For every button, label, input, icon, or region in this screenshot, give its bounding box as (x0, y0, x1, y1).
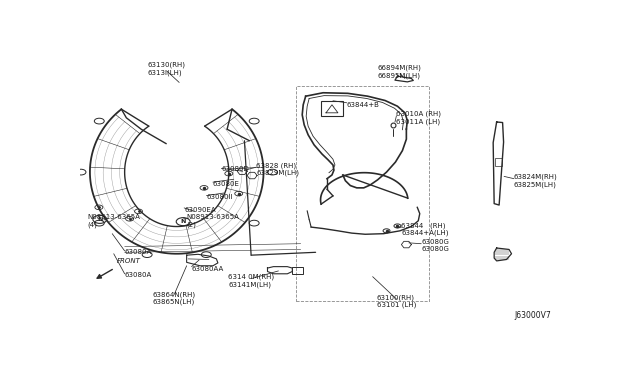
Bar (321, 101, 343, 116)
Text: 63080A: 63080A (125, 272, 152, 278)
Text: 63130(RH)
6313I(LH): 63130(RH) 6313I(LH) (148, 62, 186, 76)
Text: FRONT: FRONT (117, 258, 141, 264)
Text: 63080A: 63080A (125, 249, 152, 255)
Text: 63010A (RH)
63011A (LH): 63010A (RH) 63011A (LH) (396, 111, 442, 125)
Text: 63828 (RH)
63829M(LH): 63828 (RH) 63829M(LH) (256, 162, 299, 176)
Text: 6314 0M(RH)
63141M(LH): 6314 0M(RH) 63141M(LH) (228, 274, 274, 288)
Text: 63100(RH)
63101 (LH): 63100(RH) 63101 (LH) (377, 294, 416, 308)
Text: N08913-6365A
(4): N08913-6365A (4) (88, 214, 140, 228)
Text: 63080AA: 63080AA (191, 266, 224, 272)
Text: 63090EA: 63090EA (184, 207, 216, 213)
Bar (292, 267, 303, 274)
Text: J63000V7: J63000V7 (514, 311, 551, 320)
Text: 63864N(RH)
63865N(LH): 63864N(RH) 63865N(LH) (153, 291, 196, 305)
Bar (296, 86, 429, 301)
Text: 66894M(RH)
66895M(LH): 66894M(RH) 66895M(LH) (378, 65, 422, 79)
Bar (495, 158, 502, 166)
Text: N: N (180, 219, 186, 224)
Text: 63824M(RH)
63825M(LH): 63824M(RH) 63825M(LH) (514, 174, 557, 188)
Text: 63080E: 63080E (213, 180, 240, 187)
Text: 63844   (RH)
63844+A(LH): 63844 (RH) 63844+A(LH) (401, 222, 449, 236)
Text: 63844+B: 63844+B (347, 102, 380, 108)
Text: 63080D: 63080D (221, 166, 249, 172)
Text: 63080II: 63080II (207, 194, 233, 200)
Text: N08913-6365A
(2): N08913-6365A (2) (187, 214, 239, 228)
Text: N: N (97, 217, 102, 222)
Text: 63080G
63080G: 63080G 63080G (421, 239, 449, 252)
